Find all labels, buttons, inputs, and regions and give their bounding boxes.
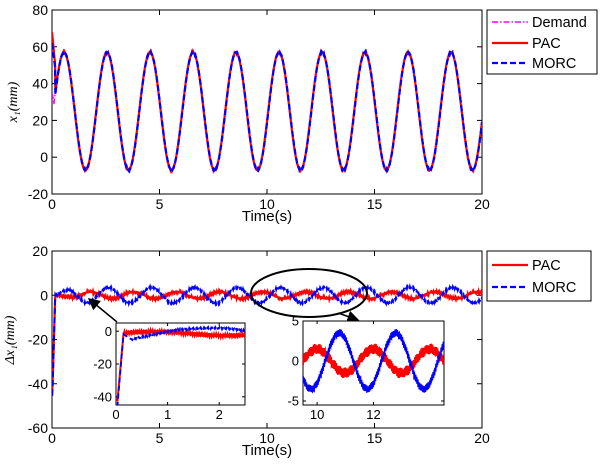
bottom-ylabel: Δx₁(mm) (3, 315, 18, 365)
top-ytick-label: 40 (32, 76, 48, 92)
bottom-legend: PAC MORC (486, 250, 592, 302)
inset1-ytick-label: -20 (93, 357, 112, 372)
inset1-arrow (87, 298, 118, 323)
legend-label-pac: PAC (532, 36, 561, 52)
bottom-xlabel: Time(s) (242, 442, 292, 459)
bottom-xtick-label: 10 (259, 430, 275, 446)
inset1-chart: 0 1 2 -40 -20 0 (93, 322, 246, 422)
inset1-ytick-label: 0 (105, 324, 112, 339)
top-xtick-label: 10 (259, 196, 275, 212)
inset1-xtick-label: 2 (216, 407, 223, 422)
legend-label-morc: MORC (532, 56, 576, 72)
bottom-legend-label-morc: MORC (532, 280, 576, 296)
bottom-series-morc (52, 282, 482, 396)
inset1-series-morc (116, 324, 245, 405)
top-ytick-label: 60 (32, 39, 48, 55)
bottom-legend-label-pac: PAC (532, 258, 561, 274)
inset2-ytick-label: 0 (292, 354, 299, 369)
top-ytick-label: 20 (32, 112, 48, 128)
top-series-morc (52, 42, 482, 176)
inset1-series-pac (116, 326, 245, 402)
bottom-xtick-label: 15 (367, 430, 383, 446)
bottom-ytick-label: -60 (28, 420, 48, 436)
inset2-plot-area (302, 320, 445, 406)
top-ytick-label: -20 (28, 186, 48, 202)
top-ylabel: x₁(mm) (6, 81, 21, 123)
bottom-ytick-label: 20 (32, 243, 48, 259)
bottom-xtick-label: 5 (156, 430, 164, 446)
inset2-series-morc (303, 329, 444, 394)
top-legend: Demand PAC MORC (486, 9, 598, 75)
top-xtick-label: 0 (48, 196, 56, 212)
legend-label-demand: Demand (532, 15, 587, 31)
top-xlabel: Time(s) (242, 208, 292, 225)
inset1-xtick-label: 1 (164, 407, 171, 422)
top-xtick-label: 5 (156, 196, 164, 212)
top-plot-area (51, 9, 483, 195)
inset2-arrow (337, 310, 360, 323)
inset2-ytick-label: -5 (287, 394, 299, 409)
inset2-xtick-label: 12 (366, 407, 380, 422)
top-xtick-label: 15 (367, 196, 383, 212)
bottom-ytick-label: 0 (40, 287, 48, 303)
bottom-ytick-label: -20 (28, 332, 48, 348)
bottom-legend-box (486, 250, 592, 302)
inset1-xtick-label: 0 (112, 407, 119, 422)
bottom-ytick-label: -40 (28, 376, 48, 392)
inset2-ytick-label: 5 (292, 314, 299, 329)
top-ytick-label: 80 (32, 2, 48, 18)
bottom-series-pac (52, 286, 482, 390)
bottom-xtick-label: 20 (474, 430, 490, 446)
top-ytick-label: 0 (40, 149, 48, 165)
inset1-ticks: 0 1 2 -40 -20 0 (93, 323, 245, 422)
inset2-xtick-label: 10 (310, 407, 324, 422)
highlight-ellipse (250, 268, 368, 318)
inset1-ytick-label: -40 (93, 389, 112, 404)
bottom-xtick-label: 0 (48, 430, 56, 446)
inset2-chart: 10 12 -5 0 5 (287, 314, 445, 422)
inset2-ticks: 10 12 -5 0 5 (287, 314, 444, 422)
top-xtick-label: 20 (474, 196, 490, 212)
